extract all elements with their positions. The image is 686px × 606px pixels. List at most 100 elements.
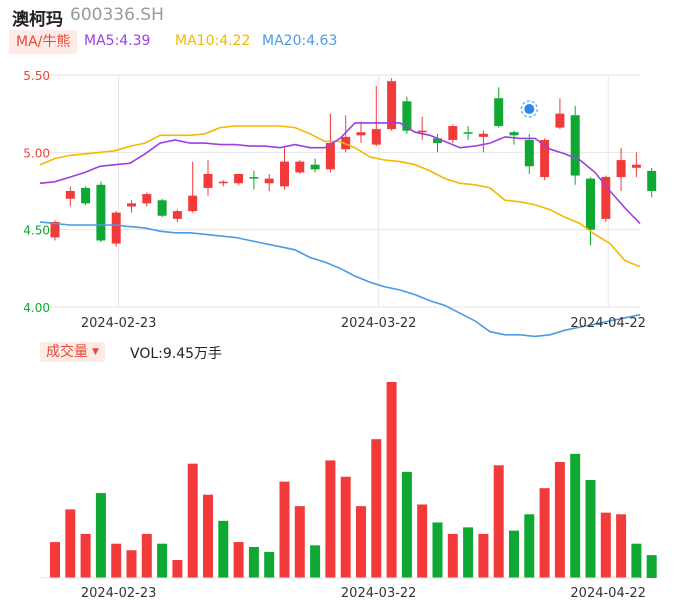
candle-body: [356, 132, 366, 136]
ma10-line: [39, 125, 641, 268]
candle-body: [264, 178, 274, 184]
candle-body: [631, 164, 641, 168]
volume-bar: [478, 533, 489, 578]
volume-bar: [325, 460, 336, 578]
candle-body: [111, 212, 121, 244]
candle-body: [50, 221, 60, 238]
candle-body: [417, 130, 427, 133]
y-tick-label: 4.50: [23, 224, 50, 238]
candle-body: [295, 161, 305, 173]
volume-bar: [524, 514, 535, 578]
volume-bar: [463, 527, 474, 578]
x-tick-label: 2024-04-22: [570, 316, 646, 331]
candle-body: [586, 178, 595, 230]
volume-bar: [172, 560, 183, 578]
volume-bar: [80, 533, 91, 578]
volume-bar: [417, 504, 428, 578]
ma10-legend: MA10:4.22: [175, 33, 251, 49]
stock-name: 澳柯玛: [12, 10, 63, 30]
volume-bar: [616, 514, 627, 578]
volume-bar: [356, 506, 366, 578]
volume-bar: [371, 439, 382, 578]
latest-point-marker-icon[interactable]: [520, 100, 539, 118]
candle-body: [540, 139, 550, 178]
volume-bar: [310, 545, 321, 578]
volume-bar: [401, 471, 412, 578]
volume-bar: [203, 494, 213, 578]
volume-bar: [279, 481, 290, 578]
candle-body: [463, 132, 473, 134]
x-tick-label: 2024-02-23: [81, 316, 157, 331]
candle-body: [127, 203, 136, 207]
volume-x-tick-label: 2024-03-22: [341, 586, 417, 601]
volume-selector-button[interactable]: 成交量 ▼: [40, 342, 105, 362]
candle-body: [601, 177, 611, 219]
volume-bar: [386, 382, 397, 578]
volume-date-labels: 2024-02-23 2024-03-22 2024-04-22: [81, 586, 646, 601]
volume-bar: [141, 533, 152, 578]
x-tick-label: 2024-03-22: [341, 316, 417, 331]
y-tick-label: 5.50: [23, 69, 50, 83]
volume-selector-label: 成交量: [46, 344, 88, 360]
moving-average-lines: [39, 122, 641, 338]
volume-bar: [554, 462, 565, 578]
volume-bar: [264, 551, 275, 578]
marker-ring: [520, 100, 539, 118]
candle-body: [524, 139, 534, 167]
volume-bar-series: [40, 382, 657, 579]
candle-body: [387, 81, 397, 130]
volume-bar: [248, 546, 259, 578]
volume-bar: [294, 506, 305, 578]
candle-body: [280, 161, 289, 187]
volume-bar: [218, 520, 229, 578]
volume-bar: [432, 522, 443, 578]
candle-body: [142, 194, 152, 204]
volume-bar: [65, 509, 76, 578]
candle-body: [325, 143, 335, 170]
ma5-line: [39, 122, 641, 225]
candle-body: [249, 177, 259, 179]
volume-x-tick-label: 2024-02-23: [81, 586, 157, 601]
volume-bar: [157, 543, 168, 578]
volume-bar: [631, 543, 642, 578]
candle-body: [570, 115, 580, 176]
candle-body: [402, 101, 412, 131]
volume-bar: [570, 453, 581, 578]
candle-body: [218, 181, 228, 184]
chevron-down-icon: ▼: [92, 347, 99, 357]
volume-bar: [447, 533, 458, 578]
ma5-legend: MA5:4.39: [84, 33, 151, 49]
candle-body: [172, 211, 182, 219]
ma20-legend: MA20:4.63: [262, 33, 338, 49]
candle-body: [448, 126, 458, 140]
volume-bar: [509, 530, 519, 578]
candle-body: [188, 195, 198, 212]
candle-body: [310, 164, 320, 170]
y-tick-label: 4.00: [23, 301, 50, 315]
candle-body: [81, 187, 91, 204]
volume-value-text: VOL:9.45万手: [130, 346, 223, 362]
candle-body: [616, 160, 626, 178]
volume-bar: [187, 463, 198, 578]
volume-x-tick-label: 2024-04-22: [570, 586, 646, 601]
volume-bar: [111, 543, 122, 578]
candle-body: [555, 113, 565, 128]
candle-body: [647, 170, 657, 191]
candlestick-series: [50, 78, 657, 247]
candle-body: [433, 138, 442, 144]
marker-dot: [524, 104, 535, 115]
ma-selector-button[interactable]: MA/牛熊: [9, 30, 78, 54]
volume-bar: [50, 542, 60, 578]
candle-body: [509, 132, 519, 136]
candle-body: [494, 98, 504, 127]
stock-code: 600336.SH: [70, 5, 164, 25]
candle-body: [371, 129, 381, 145]
price-grid: [40, 74, 640, 308]
price-date-labels: 2024-02-23 2024-03-22 2024-04-22: [81, 316, 646, 331]
y-tick-label: 5.00: [23, 146, 50, 160]
volume-bar: [600, 512, 611, 578]
volume-bar: [585, 480, 596, 578]
candle-body: [96, 184, 106, 241]
volume-bar: [539, 488, 550, 578]
